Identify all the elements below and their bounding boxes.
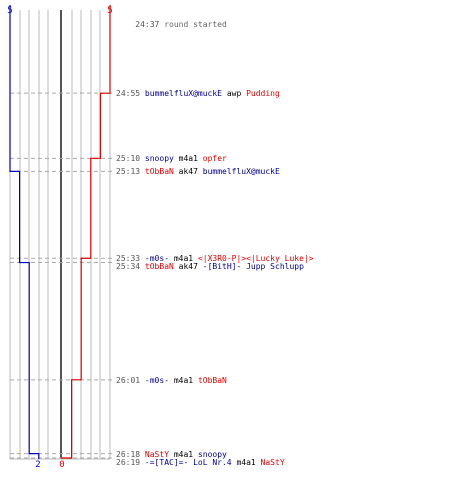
killer-name: NaStY: [144, 449, 170, 459]
weapon-name: m4a1: [173, 449, 194, 459]
event-time: 25:13: [116, 167, 141, 177]
kill-event-row: 25:34 tObBaN ak47 -[BitH]- Jupp Schlupp: [116, 262, 304, 271]
weapon-name: ak47: [178, 262, 198, 272]
killer-name: -=[TAC]=- LoL Nr.4: [144, 457, 232, 467]
round-started-text: round started: [164, 20, 227, 29]
victim-name: <|X3R0-P|><|Lucky Luke|>: [197, 254, 314, 264]
weapon-name: m4a1: [178, 154, 198, 164]
victim-name: -[BitH]- Jupp Schlupp: [202, 262, 304, 272]
victim-name: snoopy: [197, 449, 227, 459]
kill-event-row: 25:13 tObBaN ak47 bummelfluX@muckE: [116, 167, 280, 176]
killer-name: tObBaN: [144, 262, 174, 272]
event-time: 26:19: [116, 457, 141, 467]
event-time: 24:37: [135, 20, 160, 29]
killer-name: -m0s-: [144, 254, 170, 264]
event-time: 25:33: [116, 254, 141, 264]
weapon-name: awp: [226, 89, 242, 99]
weapon-name: m4a1: [173, 375, 194, 385]
victim-name: opfer: [202, 154, 227, 164]
kill-event-row: 25:10 snoopy m4a1 opfer: [116, 154, 227, 163]
kill-event-row: 24:55 bummelfluX@muckE awp Pudding: [116, 89, 280, 98]
event-time: 24:55: [116, 89, 141, 99]
kill-event-row: 25:33 -m0s- m4a1 <|X3R0-P|><|Lucky Luke|…: [116, 254, 314, 263]
round-start-row: 24:37 round started: [116, 11, 227, 38]
weapon-name: m4a1: [236, 457, 256, 467]
event-time: 25:10: [116, 154, 141, 164]
kill-event-row: 26:19 -=[TAC]=- LoL Nr.4 m4a1 NaStY: [116, 458, 285, 467]
victim-name: bummelfluX@muckE: [202, 167, 280, 177]
event-time: 26:18: [116, 449, 141, 459]
series-line-red: [61, 5, 111, 459]
top-score-red: 5: [107, 6, 112, 16]
top-score-blue: 5: [7, 6, 12, 16]
killer-name: tObBaN: [144, 167, 174, 177]
weapon-name: ak47: [178, 167, 198, 177]
kill-event-row: 26:01 -m0s- m4a1 tObBaN: [116, 376, 227, 385]
killer-name: bummelfluX@muckE: [144, 89, 222, 99]
bottom-score-red: 0: [59, 460, 64, 470]
event-time: 26:01: [116, 375, 141, 385]
victim-name: Pudding: [246, 89, 280, 99]
killer-name: -m0s-: [144, 375, 170, 385]
kill-event-row: 26:18 NaStY m4a1 snoopy: [116, 450, 227, 459]
killer-name: snoopy: [144, 154, 174, 164]
weapon-name: m4a1: [173, 254, 194, 264]
event-time: 25:34: [116, 262, 141, 272]
victim-name: NaStY: [260, 457, 285, 467]
bottom-score-blue: 2: [35, 460, 40, 470]
victim-name: tObBaN: [197, 375, 227, 385]
series-line-blue: [9, 5, 40, 459]
